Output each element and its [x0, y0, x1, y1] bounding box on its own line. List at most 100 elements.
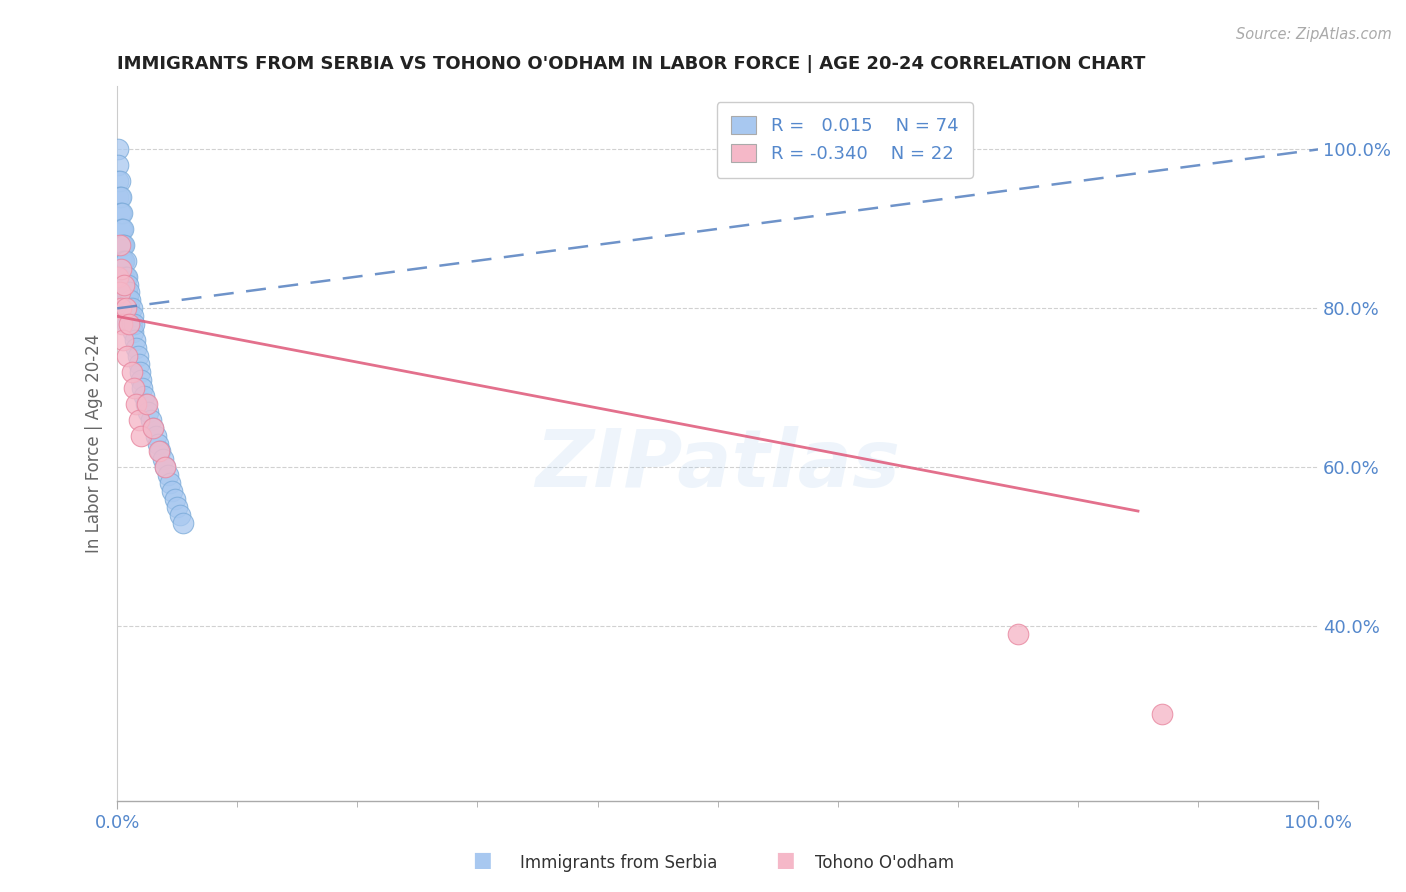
Point: [117, 310, 139, 324]
Text: Tohono O'odham: Tohono O'odham: [815, 855, 955, 872]
Point: [121, 301, 143, 316]
Point: [117, 277, 139, 292]
Point: [115, 285, 138, 300]
Point: [111, 206, 134, 220]
Y-axis label: In Labor Force | Age 20-24: In Labor Force | Age 20-24: [86, 334, 103, 553]
Point: [128, 412, 150, 426]
Point: [107, 190, 129, 204]
Point: [114, 253, 136, 268]
Point: [125, 341, 148, 355]
Point: [112, 269, 135, 284]
Point: [108, 206, 131, 220]
Point: [132, 389, 155, 403]
Point: [129, 428, 152, 442]
Point: [149, 444, 172, 458]
Point: [135, 397, 157, 411]
Point: [172, 516, 194, 530]
Point: [139, 412, 162, 426]
Text: IMMIGRANTS FROM SERBIA VS TOHONO O'ODHAM IN LABOR FORCE | AGE 20-24 CORRELATION : IMMIGRANTS FROM SERBIA VS TOHONO O'ODHAM…: [117, 55, 1146, 73]
Point: [114, 285, 136, 300]
Point: [112, 333, 135, 347]
Point: [108, 237, 131, 252]
Point: [111, 237, 134, 252]
Point: [120, 293, 142, 308]
Point: [117, 293, 139, 308]
Point: [112, 222, 135, 236]
Point: [108, 237, 131, 252]
Point: [107, 174, 129, 188]
Point: [122, 318, 145, 332]
Point: [122, 381, 145, 395]
Point: [136, 397, 159, 411]
Point: [112, 253, 135, 268]
Point: [115, 349, 138, 363]
Text: ZIPatlas: ZIPatlas: [536, 426, 900, 504]
Point: [152, 452, 174, 467]
Point: [156, 468, 179, 483]
Point: [118, 301, 141, 316]
Point: [162, 484, 184, 499]
Point: [159, 476, 181, 491]
Point: [145, 428, 167, 442]
Point: [110, 253, 132, 268]
Point: [110, 269, 132, 284]
Point: [110, 222, 132, 236]
Text: Immigrants from Serbia: Immigrants from Serbia: [520, 855, 717, 872]
Point: [120, 310, 142, 324]
Point: [111, 269, 134, 284]
Point: [112, 277, 135, 292]
Point: [142, 420, 165, 434]
Point: [112, 269, 135, 284]
Point: [118, 318, 141, 332]
Point: [148, 444, 170, 458]
Point: [142, 420, 165, 434]
Point: [112, 237, 135, 252]
Point: [118, 318, 141, 332]
Point: [107, 158, 129, 172]
Point: [111, 318, 134, 332]
Point: [169, 508, 191, 522]
Point: [107, 142, 129, 156]
Point: [125, 397, 148, 411]
Point: [111, 253, 134, 268]
Point: [121, 310, 143, 324]
Point: [155, 460, 177, 475]
Point: [146, 436, 169, 450]
Point: [166, 500, 188, 514]
Point: [121, 318, 143, 332]
Point: [115, 318, 138, 332]
Legend: R =   0.015    N = 74, R = -0.340    N = 22: R = 0.015 N = 74, R = -0.340 N = 22: [717, 102, 973, 178]
Point: [155, 460, 177, 475]
Point: [110, 261, 132, 276]
Point: [163, 492, 186, 507]
Point: [114, 269, 136, 284]
Point: [138, 405, 160, 419]
Point: [114, 301, 136, 316]
Point: [127, 349, 149, 363]
Point: [110, 301, 132, 316]
Point: [112, 253, 135, 268]
Point: [110, 237, 132, 252]
Point: [131, 381, 153, 395]
Text: ■: ■: [472, 850, 492, 870]
Point: [118, 285, 141, 300]
Point: [115, 269, 138, 284]
Point: [108, 174, 131, 188]
Point: [108, 222, 131, 236]
Text: ■: ■: [775, 850, 794, 870]
Point: [128, 357, 150, 371]
Point: [1007, 627, 1029, 641]
Point: [110, 190, 132, 204]
Point: [129, 373, 152, 387]
Point: [108, 285, 131, 300]
Point: [1150, 706, 1173, 721]
Point: [129, 365, 152, 379]
Point: [121, 365, 143, 379]
Point: [115, 301, 138, 316]
Text: Source: ZipAtlas.com: Source: ZipAtlas.com: [1236, 27, 1392, 42]
Point: [107, 269, 129, 284]
Point: [124, 333, 146, 347]
Point: [112, 285, 135, 300]
Point: [114, 301, 136, 316]
Point: [112, 237, 135, 252]
